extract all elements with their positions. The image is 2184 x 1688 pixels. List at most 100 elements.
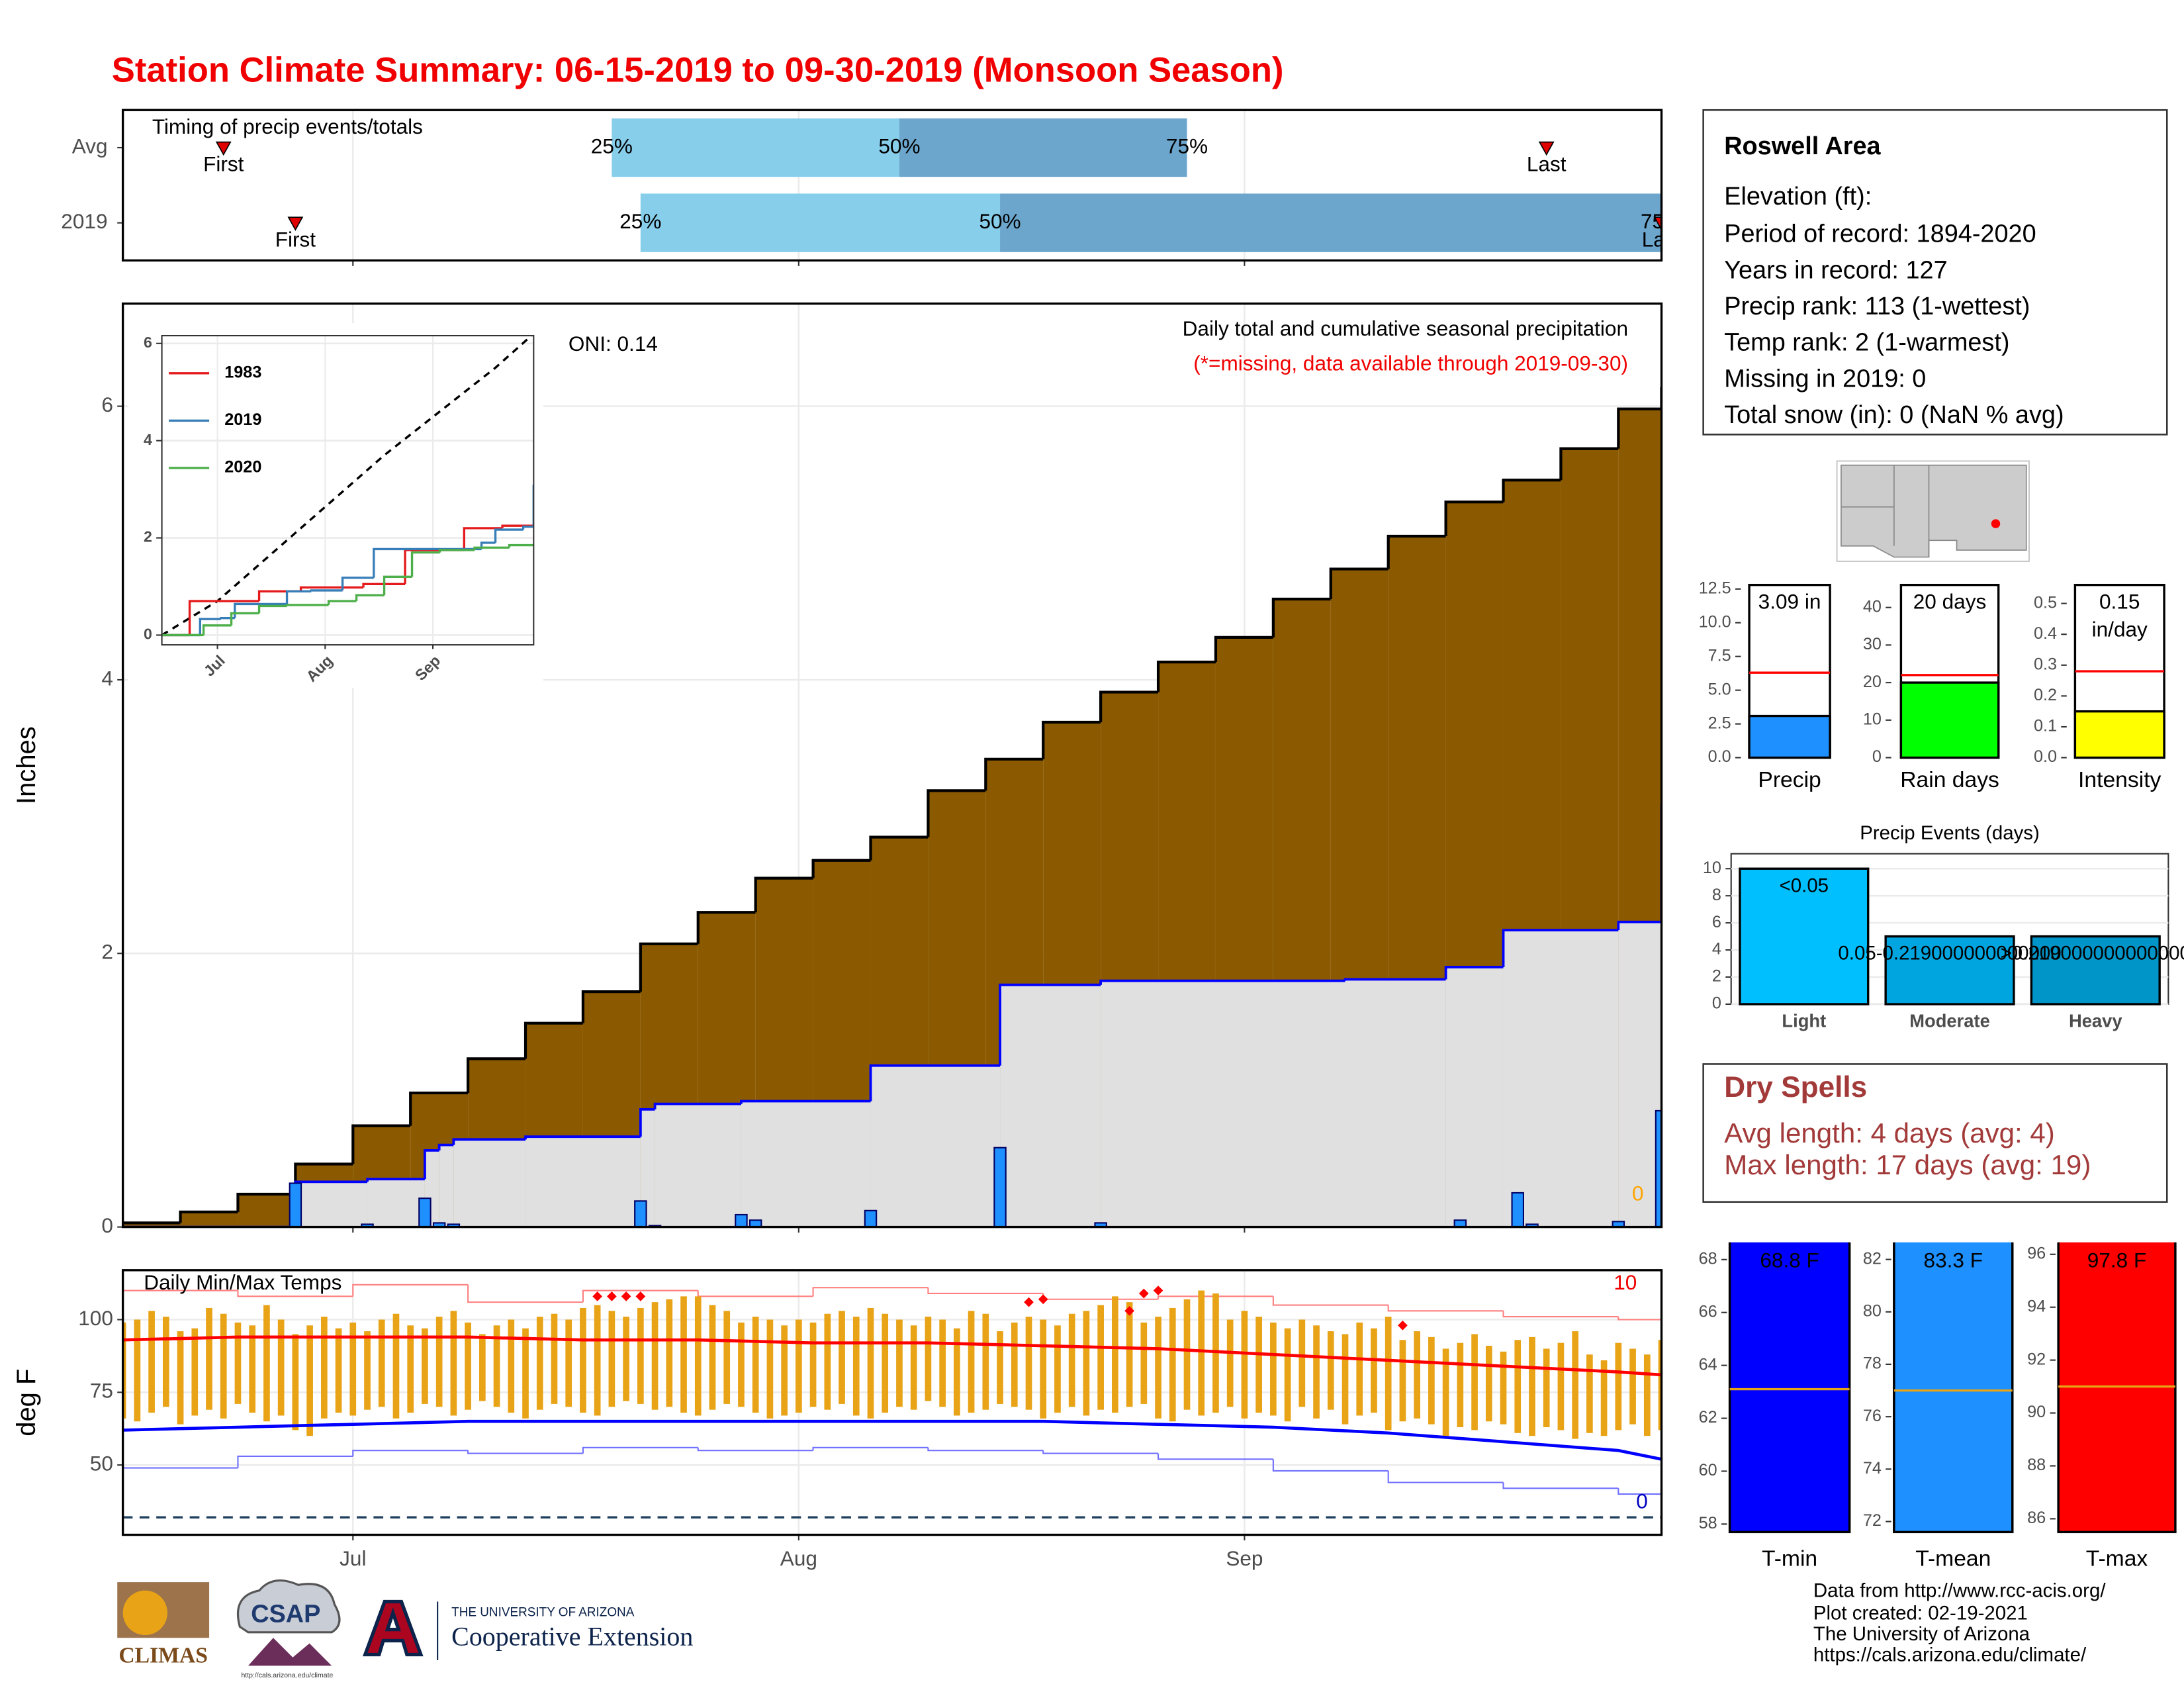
series-line-step xyxy=(341,577,374,590)
temp-range-bar xyxy=(1643,1354,1651,1436)
temp-range-bar xyxy=(1097,1305,1104,1410)
record-high-step xyxy=(1617,1317,1662,1321)
temp-range-bar xyxy=(637,1307,644,1404)
first-label: First xyxy=(203,152,244,176)
daily-precip-bar xyxy=(864,1209,878,1227)
daily-precip-bar xyxy=(418,1197,432,1227)
last-marker xyxy=(1538,141,1555,156)
temp-range-bar xyxy=(1183,1299,1191,1410)
y-tick-label: 78 xyxy=(1863,1354,1882,1373)
panel-title: Precip Events (days) xyxy=(1860,822,2040,844)
cumulative-2019-step xyxy=(366,1178,425,1182)
average-cumulative-step xyxy=(811,859,871,878)
y-tick-label: 72 xyxy=(1863,1511,1882,1530)
temp-range-bar xyxy=(392,1313,400,1419)
record-high-step xyxy=(812,1287,929,1297)
average-cumulative-step xyxy=(351,1124,411,1164)
credit-line: https://cals.arizona.edu/climate/ xyxy=(1813,1644,2087,1665)
bar xyxy=(1748,714,1831,759)
bin-label: >0.219000000000000 xyxy=(2001,943,2184,964)
cumulative-2019-step xyxy=(869,1064,1001,1102)
temp-range-bar xyxy=(954,1328,960,1416)
temp-range-bar xyxy=(277,1319,285,1416)
y-tick-label: 50 xyxy=(90,1451,113,1475)
daily-precip-bar xyxy=(361,1223,374,1227)
temp-range-bar xyxy=(551,1313,558,1404)
y-tick-label: 8 xyxy=(1712,886,1721,904)
info-line: Period of record: 1894-2020 xyxy=(1724,220,2036,248)
average-cumulative-step xyxy=(869,835,929,861)
temp-range-bar xyxy=(1298,1319,1306,1407)
info-box xyxy=(1702,109,2168,436)
y-tick-label: 12.5 xyxy=(1699,579,1731,597)
csap-url: http://cals.arizona.edu/climate xyxy=(241,1671,333,1679)
y-tick-label: 58 xyxy=(1699,1514,1717,1532)
value-label-box: 3.09 in xyxy=(1758,590,1821,614)
record-low-step xyxy=(927,1447,1044,1452)
temp-range-bar xyxy=(407,1325,414,1413)
last-marker xyxy=(1653,216,1662,231)
cumulative-2019-step xyxy=(1343,978,1446,981)
y-tick-label: 0.0 xyxy=(2034,747,2057,766)
temp-range-bar xyxy=(1255,1317,1262,1413)
temp-range-bar xyxy=(320,1317,328,1419)
y-tick-label: 20 xyxy=(1863,673,1882,691)
temp-range-bar xyxy=(1327,1331,1334,1410)
value-label: 3.09 in xyxy=(1758,590,1821,614)
y-tick-label: 40 xyxy=(1863,597,1882,616)
info-line: Years in record: 127 xyxy=(1724,256,1947,284)
temp-range-bar xyxy=(263,1305,270,1422)
credit-line: The University of Arizona xyxy=(1813,1623,2030,1645)
temp-range-bar xyxy=(508,1319,515,1413)
x-tick-label: Moderate xyxy=(1909,1011,1990,1031)
cumulative-2019-area xyxy=(453,1139,526,1227)
series-line-step xyxy=(438,549,475,553)
average-cumulative-step xyxy=(754,876,813,913)
bar xyxy=(1893,1242,2014,1534)
temp-range-bar xyxy=(925,1317,932,1401)
climas-text: CLIMAS xyxy=(118,1643,208,1667)
dry-spells-title: Dry Spells xyxy=(1724,1071,1867,1103)
series-line-step xyxy=(257,604,287,614)
temp-range-bar xyxy=(465,1322,471,1410)
missing-count: 0 xyxy=(1632,1182,1644,1205)
plot-area xyxy=(1748,583,1831,759)
temp-range-bar xyxy=(364,1331,371,1410)
y-tick-label: 0 xyxy=(1872,747,1882,766)
y-tick-label: 90 xyxy=(2027,1403,2046,1421)
series-line-step xyxy=(463,527,503,550)
temp-range-bar xyxy=(234,1322,242,1404)
y-tick-label: 76 xyxy=(1863,1407,1882,1425)
temp-range-bar xyxy=(1514,1340,1522,1433)
temp-range-bar xyxy=(1385,1317,1392,1430)
temp-range-bar xyxy=(1342,1334,1349,1425)
record-low-step xyxy=(237,1455,353,1468)
map-borders xyxy=(1841,465,1930,557)
average-cumulative-area xyxy=(180,1211,238,1227)
info-line: Temp rank: 2 (1-warmest) xyxy=(1724,329,2009,357)
temp-range-bar xyxy=(378,1319,385,1407)
average-cumulative-step xyxy=(1617,407,1662,449)
dry-spells-box xyxy=(1702,1063,2168,1203)
x-tick-label: Heavy xyxy=(2069,1011,2122,1031)
temp-range-bar xyxy=(1371,1328,1377,1413)
temp-range-bar xyxy=(1284,1328,1291,1422)
y-tick-label: 66 xyxy=(1699,1302,1717,1321)
temp-range-bar xyxy=(306,1325,313,1436)
x-tick-label: Precip xyxy=(1758,768,1821,792)
temp-range-bar xyxy=(493,1325,500,1407)
cumulative-2019-area xyxy=(439,1145,454,1227)
panel-title: Daily Min/Max Temps xyxy=(144,1270,341,1294)
y-tick-label: 0.3 xyxy=(2034,655,2057,673)
temp-range-bar xyxy=(478,1334,486,1401)
cumulative-2019-step xyxy=(740,1100,871,1104)
bar xyxy=(2073,710,2165,759)
y-tick-label: 92 xyxy=(2027,1350,2046,1368)
value-label: 68.8 F xyxy=(1760,1249,1819,1274)
temp-range-bar xyxy=(1500,1351,1507,1425)
record-marker xyxy=(635,1291,646,1301)
panel-border xyxy=(121,109,1663,262)
series-line-step xyxy=(494,528,523,543)
daily-precip-bar xyxy=(1511,1192,1524,1227)
